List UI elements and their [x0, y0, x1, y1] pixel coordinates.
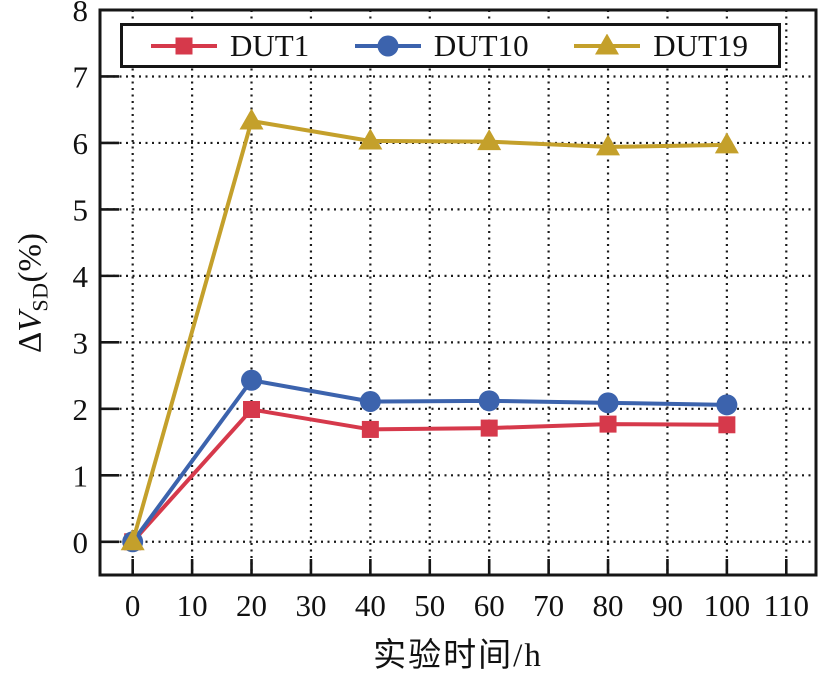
x-tick-label: 40 [355, 588, 386, 623]
series-line-dut1 [131, 407, 727, 544]
square-data-point-marker [480, 419, 498, 437]
legend-item-dut1: DUT1 [151, 30, 309, 61]
circle-data-point-marker [359, 391, 381, 413]
x-tick-label: 90 [652, 588, 683, 623]
triangle-data-point-marker [596, 134, 621, 156]
legend-label-dut1: DUT1 [230, 28, 310, 63]
x-tick-label: 30 [295, 588, 326, 623]
x-tick-label: 10 [177, 588, 208, 623]
y-tick-label: 1 [73, 458, 89, 493]
y-tick-label: 4 [73, 259, 89, 294]
circle-data-point-marker [478, 390, 500, 412]
triangle-data-point-marker [477, 129, 502, 151]
y-tick-label: 3 [73, 325, 89, 360]
circle-data-point-marker [597, 392, 619, 414]
square-data-point-marker [718, 416, 736, 434]
y-axis-title-subscript: SD [27, 282, 53, 312]
y-tick-label: 0 [73, 525, 89, 560]
x-axis-title: 实验时间/h [373, 638, 543, 674]
y-tick-label: 6 [73, 126, 89, 161]
y-tick-label: 2 [73, 392, 89, 427]
x-tick-label: 110 [764, 588, 809, 623]
x-tick-label: 60 [474, 588, 505, 623]
x-tick-label: 80 [593, 588, 624, 623]
circle-data-point-marker [377, 35, 399, 56]
y-tick-label: 5 [73, 192, 89, 227]
triangle-data-point-marker [358, 128, 383, 150]
legend-label-dut10: DUT10 [433, 28, 529, 63]
square-data-point-marker [361, 420, 379, 438]
triangle-data-point-marker [120, 529, 145, 551]
series-line-dut10 [131, 378, 727, 543]
triangle-data-point-marker [239, 108, 264, 130]
legend-label-dut19: DUT19 [653, 28, 748, 63]
y-axis-title-unit: (%) [12, 233, 49, 283]
square-data-point-marker [599, 415, 617, 433]
y-axis-title-delta: Δ [12, 331, 49, 353]
legend-circle-marker-icon [354, 35, 421, 56]
y-tick-label: 7 [73, 59, 89, 94]
legend-square-marker-icon [151, 37, 217, 54]
legend-item-dut10: DUT10 [354, 28, 529, 63]
y-axis-title-symbol: V [12, 311, 49, 332]
x-tick-label: 20 [236, 588, 267, 623]
square-data-point-marker [175, 37, 193, 54]
x-tick-label: 100 [704, 588, 751, 623]
square-data-point-marker [243, 400, 261, 418]
legend-triangle-marker-icon [574, 33, 641, 54]
triangle-data-point-marker [595, 33, 620, 54]
series-line-dut19 [130, 118, 727, 543]
legend-box: DUT1 DUT10 DUT19 [120, 23, 781, 68]
circle-data-point-marker [241, 369, 263, 391]
x-tick-label: 50 [414, 588, 445, 623]
legend-item-dut19: DUT19 [574, 30, 748, 61]
y-tick-label: 8 [73, 0, 89, 28]
x-tick-label: 70 [533, 588, 564, 623]
y-axis-title: ΔVSD(%) [13, 233, 54, 353]
triangle-data-point-marker [714, 132, 739, 154]
x-tick-label: 0 [125, 588, 141, 623]
circle-data-point-marker [716, 394, 738, 416]
